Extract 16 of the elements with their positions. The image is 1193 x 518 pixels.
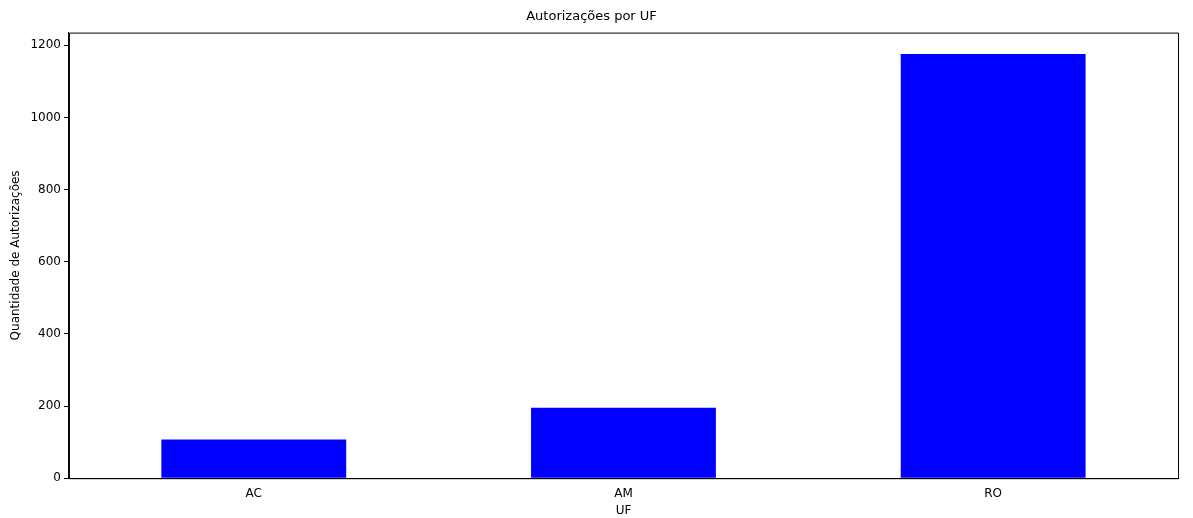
x-tick-label: AC (245, 485, 262, 500)
bar (900, 53, 1086, 478)
y-tick-label: 1200 (30, 37, 61, 52)
y-tick-label: 400 (38, 326, 61, 340)
bar (531, 407, 716, 478)
x-axis-title: UF (615, 502, 632, 517)
y-tick-label: 800 (38, 181, 61, 196)
y-tick-label: 0 (53, 470, 61, 485)
bar (161, 439, 347, 478)
y-axis-title: Quantidade de Autorizações (8, 170, 23, 341)
y-tick-label: 600 (38, 253, 61, 268)
x-tick-label: RO (984, 485, 1003, 500)
x-tick-label: AM (614, 485, 633, 500)
chart-title: Autorizações por UF (526, 8, 657, 24)
y-tick-label: 1000 (30, 109, 61, 124)
y-tick-label: 200 (38, 398, 61, 413)
